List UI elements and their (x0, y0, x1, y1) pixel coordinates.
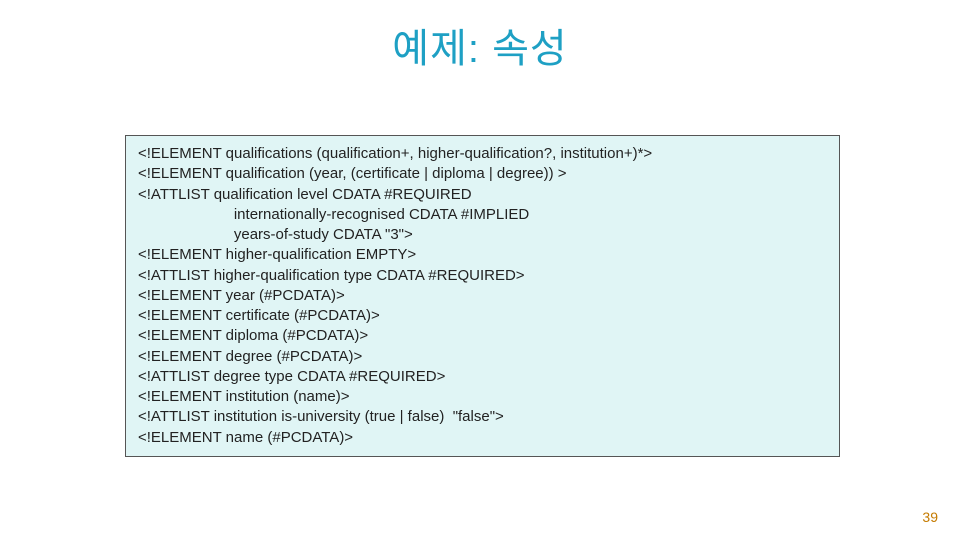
code-line: <!ATTLIST institution is-university (tru… (138, 407, 827, 427)
code-line: internationally-recognised CDATA #IMPLIE… (138, 205, 827, 225)
code-line: <!ELEMENT qualification (year, (certific… (138, 164, 827, 184)
code-line: <!ELEMENT institution (name)> (138, 387, 827, 407)
code-line: <!ATTLIST qualification level CDATA #REQ… (138, 185, 827, 205)
code-line: <!ATTLIST degree type CDATA #REQUIRED> (138, 367, 827, 387)
slide-container: 예제: 속성 <!ELEMENT qualifications (qualifi… (0, 0, 960, 540)
code-line: <!ELEMENT certificate (#PCDATA)> (138, 306, 827, 326)
code-line: <!ELEMENT degree (#PCDATA)> (138, 347, 827, 367)
page-number: 39 (922, 509, 938, 525)
code-line: <!ELEMENT higher-qualification EMPTY> (138, 245, 827, 265)
code-line: <!ATTLIST higher-qualification type CDAT… (138, 266, 827, 286)
code-line: <!ELEMENT year (#PCDATA)> (138, 286, 827, 306)
slide-title: 예제: 속성 (0, 16, 960, 74)
code-line: years-of-study CDATA "3"> (138, 225, 827, 245)
code-line: <!ELEMENT qualifications (qualification+… (138, 144, 827, 164)
code-line: <!ELEMENT diploma (#PCDATA)> (138, 326, 827, 346)
code-line: <!ELEMENT name (#PCDATA)> (138, 428, 827, 448)
dtd-code-block: <!ELEMENT qualifications (qualification+… (125, 135, 840, 457)
